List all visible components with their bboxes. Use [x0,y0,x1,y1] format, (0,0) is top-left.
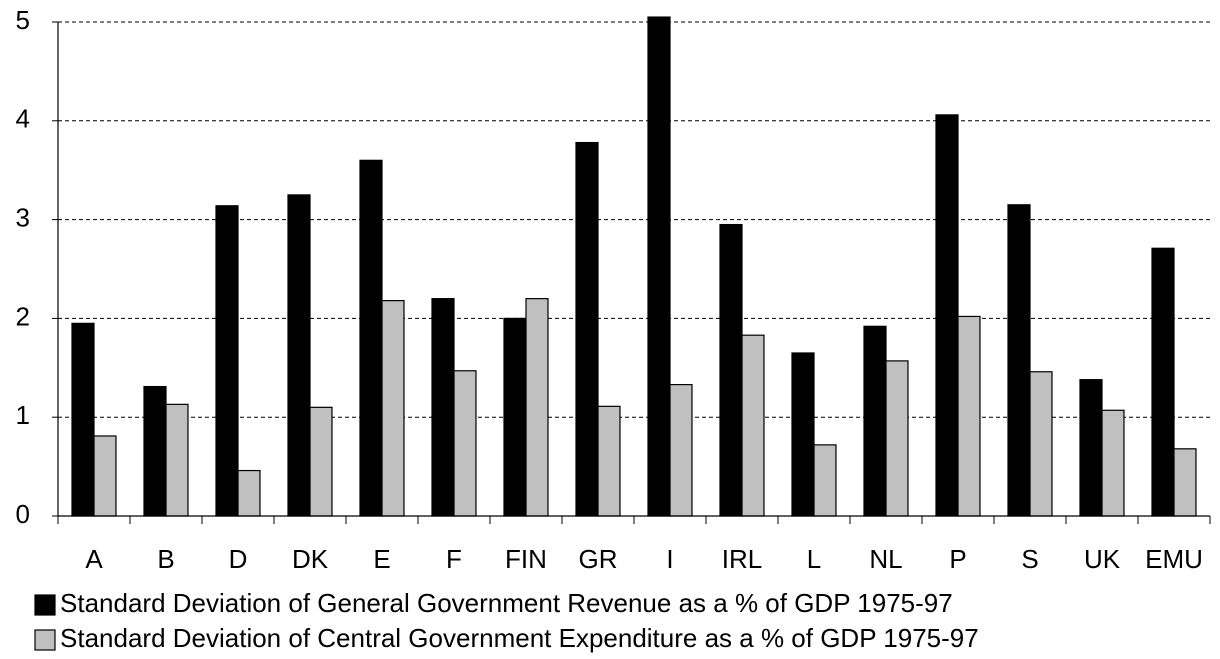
x-tick-label: S [1021,544,1038,574]
x-tick-label: EMU [1145,544,1203,574]
bar [143,385,167,517]
bar [885,360,909,517]
x-tick-label: UK [1084,544,1121,574]
bar [863,325,887,517]
bar [309,406,333,517]
bar [287,194,311,517]
bar [71,322,95,517]
bar [1101,409,1125,517]
x-tick-label: IRL [722,544,762,574]
y-tick-label: 1 [16,400,30,430]
y-tick-label: 4 [16,104,30,134]
x-tick-label: E [373,544,390,574]
x-tick-label: FIN [505,544,547,574]
x-tick-label: L [807,544,821,574]
x-tick-label: DK [292,544,329,574]
bar [215,205,239,517]
y-tick-label: 5 [16,5,30,35]
bar [741,334,765,517]
bar [957,315,981,517]
x-tick-label: I [666,544,673,574]
y-tick-label: 0 [16,499,30,529]
bar [503,317,527,517]
x-tick-label: B [157,544,174,574]
bar [647,16,671,517]
bar [1079,379,1103,517]
bar [525,298,549,517]
bar [453,370,477,517]
bar [93,435,117,517]
x-tick-label: A [85,544,103,574]
bar [575,141,599,517]
bar [431,298,455,517]
y-tick-label: 3 [16,202,30,232]
legend-label: Standard Deviation of Central Government… [60,623,979,653]
bar [813,444,837,517]
x-tick-label: GR [579,544,618,574]
bar [237,469,261,517]
legend-swatch [34,629,56,651]
bar [165,403,189,517]
bar [935,114,959,517]
bar [719,223,743,517]
legend-swatch [34,594,56,616]
x-tick-label: NL [869,544,902,574]
x-tick-label: P [949,544,966,574]
bar [381,300,405,517]
bar [791,352,815,517]
bar [359,159,383,517]
x-tick-label: D [229,544,248,574]
bar [1007,204,1031,517]
bar [1173,448,1197,517]
legend-label: Standard Deviation of General Government… [60,588,953,618]
bar [597,405,621,517]
bar [1151,247,1175,517]
bar [669,383,693,517]
x-tick-label: F [446,544,462,574]
bar [1029,371,1053,517]
y-tick-label: 2 [16,301,30,331]
